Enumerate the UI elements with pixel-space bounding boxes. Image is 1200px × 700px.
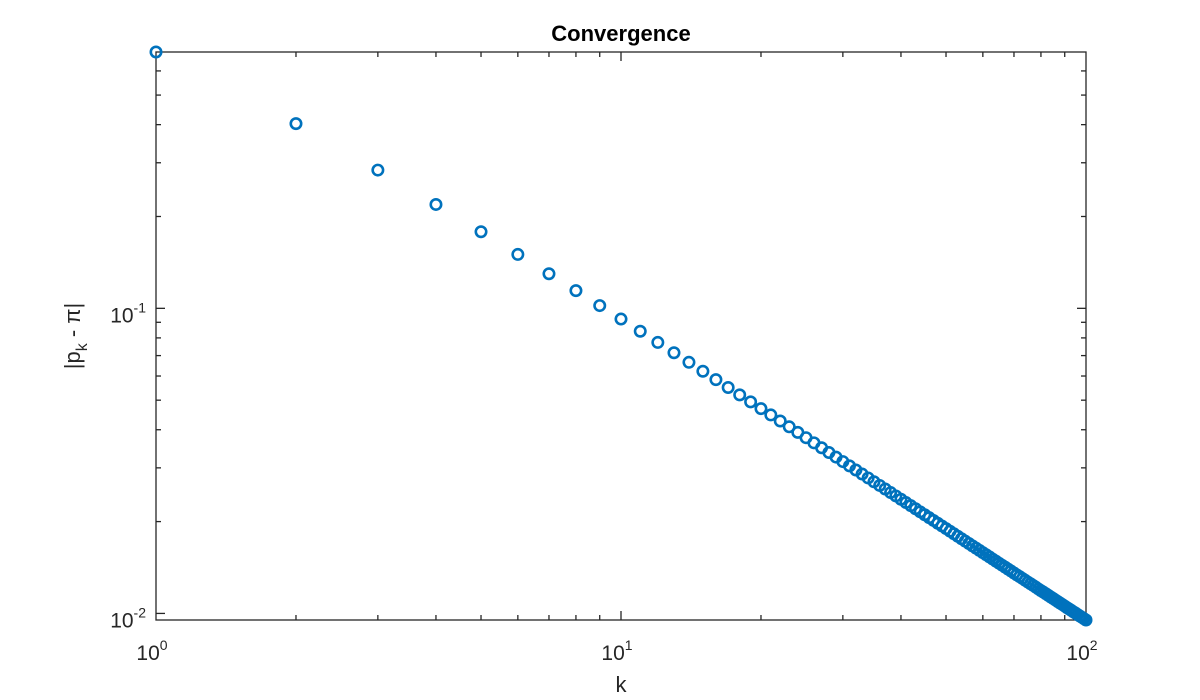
data-point [782, 420, 796, 434]
data-point [754, 402, 768, 416]
data-point [429, 197, 443, 211]
data-point [651, 335, 665, 349]
plot-axes [155, 51, 1087, 621]
data-point [542, 267, 556, 281]
data-point [709, 373, 723, 387]
x-tick-label: 101 [601, 637, 632, 665]
data-point [696, 364, 710, 378]
x-tick-label: 102 [1066, 637, 1097, 665]
y-tick-labels: 10-1 10-2 [110, 299, 146, 632]
data-point [744, 395, 758, 409]
data-point [289, 117, 303, 131]
data-point [569, 284, 583, 298]
data-point [764, 408, 778, 422]
data-point [474, 225, 488, 239]
data-point [667, 346, 681, 360]
data-point [721, 380, 735, 394]
y-tick-label: 10-2 [110, 604, 146, 632]
data-point [773, 414, 787, 428]
data-point [614, 312, 628, 326]
y-tick-label: 10-1 [110, 299, 146, 327]
data-point [1079, 613, 1093, 627]
data-point [633, 324, 647, 338]
data-point [682, 355, 696, 369]
data-markers [149, 45, 1093, 627]
svg-text:|pk - π|: |pk - π| [60, 303, 91, 369]
data-point [149, 45, 163, 59]
y-axis-label: |pk - π| [60, 303, 91, 369]
x-tick-labels: 100 101 102 [136, 637, 1097, 665]
chart-title: Convergence [551, 21, 690, 46]
data-point [371, 163, 385, 177]
data-point [593, 299, 607, 313]
data-point [733, 388, 747, 402]
x-axis-label: k [616, 672, 628, 697]
x-tick-label: 100 [136, 637, 167, 665]
data-point [511, 247, 525, 261]
